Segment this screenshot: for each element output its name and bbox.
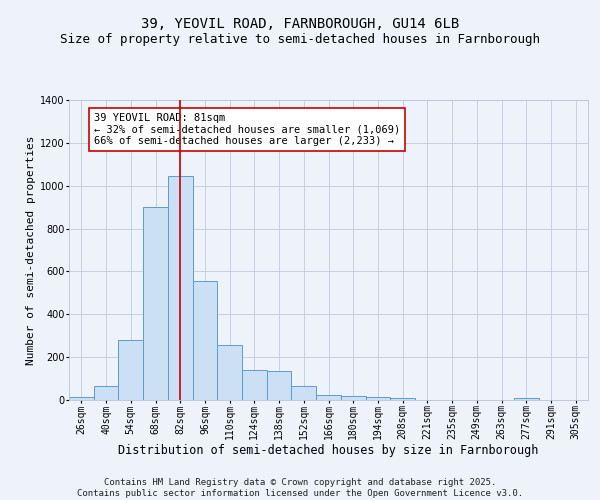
Text: 39 YEOVIL ROAD: 81sqm
← 32% of semi-detached houses are smaller (1,069)
66% of s: 39 YEOVIL ROAD: 81sqm ← 32% of semi-deta… xyxy=(94,113,400,146)
Bar xyxy=(514,398,539,400)
Bar xyxy=(341,396,365,400)
Bar xyxy=(390,398,415,400)
Bar xyxy=(168,176,193,400)
Text: 39, YEOVIL ROAD, FARNBOROUGH, GU14 6LB: 39, YEOVIL ROAD, FARNBOROUGH, GU14 6LB xyxy=(141,18,459,32)
Bar xyxy=(242,370,267,400)
Bar xyxy=(365,398,390,400)
Bar xyxy=(69,397,94,400)
Bar xyxy=(193,281,217,400)
Bar xyxy=(316,394,341,400)
Bar xyxy=(217,346,242,400)
Text: Contains HM Land Registry data © Crown copyright and database right 2025.
Contai: Contains HM Land Registry data © Crown c… xyxy=(77,478,523,498)
Bar xyxy=(267,371,292,400)
Bar xyxy=(292,386,316,400)
Bar xyxy=(94,386,118,400)
Y-axis label: Number of semi-detached properties: Number of semi-detached properties xyxy=(26,135,36,365)
Bar xyxy=(118,340,143,400)
X-axis label: Distribution of semi-detached houses by size in Farnborough: Distribution of semi-detached houses by … xyxy=(118,444,539,456)
Bar xyxy=(143,207,168,400)
Text: Size of property relative to semi-detached houses in Farnborough: Size of property relative to semi-detach… xyxy=(60,32,540,46)
